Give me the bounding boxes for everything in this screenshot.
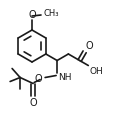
Text: CH₃: CH₃ [43, 9, 58, 18]
Text: O: O [86, 41, 93, 51]
Text: O: O [34, 74, 42, 83]
Text: NH: NH [58, 74, 72, 83]
Text: O: O [28, 10, 36, 20]
Text: OH: OH [89, 67, 103, 75]
Text: O: O [29, 98, 37, 107]
